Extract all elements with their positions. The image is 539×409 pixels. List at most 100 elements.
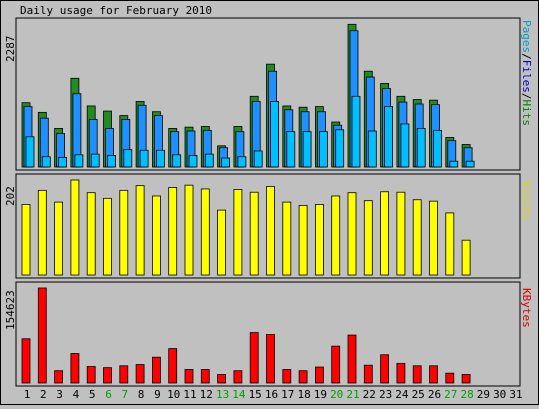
visits-bar (151, 195, 161, 276)
visits-bar (70, 179, 80, 276)
visits-bar (21, 204, 31, 276)
x-tick-label: 14 (232, 388, 246, 401)
x-tick-label: 11 (183, 388, 196, 401)
kbytes-bar (70, 353, 80, 384)
pages-bar (155, 149, 165, 168)
pages-bar (286, 131, 296, 168)
legend-entry: KBytes (520, 288, 533, 328)
visits-bar (380, 191, 390, 276)
kbytes-bar (37, 287, 47, 384)
pages-bar (188, 155, 198, 168)
kbytes-bar (298, 370, 308, 384)
kbytes-bar (396, 362, 406, 384)
x-tick-label: 12 (200, 388, 213, 401)
visits-bar (86, 192, 96, 276)
pages-bar (90, 153, 100, 168)
x-tick-label: 21 (346, 388, 359, 401)
pages-bar (270, 101, 279, 168)
visits-bar (461, 239, 471, 276)
x-tick-label: 31 (509, 388, 522, 401)
kbytes-legend: KBytes (520, 288, 533, 328)
visits-bar (363, 200, 373, 276)
legend-entry: Hits (520, 100, 533, 127)
pages-bar (25, 136, 35, 168)
kbytes-bar (233, 370, 243, 384)
kbytes-bar (249, 332, 259, 384)
kbytes-bar (282, 369, 292, 384)
kbytes-bar (135, 364, 145, 384)
x-tick-label: 27 (444, 388, 457, 401)
kbytes-bar (21, 338, 31, 384)
pages-bar (253, 150, 263, 168)
x-tick-label: 28 (460, 388, 473, 401)
kbytes-bar (314, 366, 324, 384)
legend-entry: Visits (520, 180, 533, 220)
x-tick-label: 8 (138, 388, 145, 401)
x-axis-day-labels: 1 2 3 4 5 6 7 8 9 10 11 12 13 14 15 16 17 18 19 20 21 22 23 24 2… (24, 388, 523, 401)
pages-bar (318, 131, 328, 168)
pages-bar (465, 160, 475, 168)
visits-bar (119, 189, 129, 276)
kbytes-bar (119, 365, 129, 384)
pages-bar (335, 129, 345, 168)
x-tick-label: 19 (314, 388, 327, 401)
x-tick-label: 9 (154, 388, 161, 401)
hits-bars (21, 23, 475, 168)
visits-ymax-label: 202 (4, 186, 17, 206)
kbytes-bar (217, 373, 227, 384)
x-tick-label: 2 (40, 388, 47, 401)
kbytes-bar (347, 334, 357, 384)
visits-bar (396, 191, 406, 276)
pages-bar (351, 95, 361, 168)
kbytes-bar (412, 365, 422, 384)
pages-bar (41, 156, 51, 168)
kbytes-bars (21, 287, 471, 384)
visits-bar (168, 187, 178, 276)
x-tick-label: 1 (24, 388, 31, 401)
pages-bar (302, 131, 312, 168)
chart-title: Daily usage for February 2010 (20, 4, 212, 17)
kbytes-panel: 154623 KBytes (4, 281, 533, 387)
legend-entry: / (520, 93, 533, 100)
pages-bar (221, 157, 231, 168)
pages-bar (433, 129, 442, 168)
visits-bar (217, 209, 227, 276)
visits-bar (282, 201, 292, 276)
visits-bar (412, 199, 422, 276)
kbytes-bar (266, 334, 275, 384)
pages-bar (416, 128, 426, 168)
visits-bar (233, 189, 243, 276)
visits-bars (21, 179, 471, 276)
kbytes-bar (461, 373, 471, 384)
kbytes-bar (103, 367, 112, 384)
visits-bar (135, 185, 145, 276)
x-tick-label: 10 (167, 388, 180, 401)
legend-entry: Pages (520, 20, 533, 53)
hits-panel: 2287 Pages/Files/Hits (4, 17, 533, 171)
pages-bar (384, 106, 394, 168)
pages-bar (139, 149, 149, 168)
kbytes-bar (168, 348, 178, 384)
kbytes-bar (331, 345, 341, 384)
legend-entry: Files (520, 60, 533, 93)
visits-bar (37, 189, 47, 276)
x-tick-label: 13 (216, 388, 229, 401)
x-tick-label: 26 (428, 388, 441, 401)
legend-entry: / (520, 53, 533, 60)
kbytes-bar (445, 372, 455, 384)
x-tick-label: 6 (105, 388, 112, 401)
pages-bar (400, 123, 410, 168)
kbytes-bar (184, 369, 194, 384)
x-tick-label: 30 (493, 388, 506, 401)
visits-bar (249, 191, 259, 276)
pages-bar (58, 156, 67, 168)
visits-bar (347, 192, 357, 276)
kbytes-bar (380, 354, 390, 384)
hits-ymax-label: 2287 (4, 36, 17, 63)
x-tick-label: 15 (249, 388, 262, 401)
x-tick-label: 18 (297, 388, 310, 401)
visits-bar (200, 188, 210, 276)
x-tick-label: 25 (412, 388, 425, 401)
